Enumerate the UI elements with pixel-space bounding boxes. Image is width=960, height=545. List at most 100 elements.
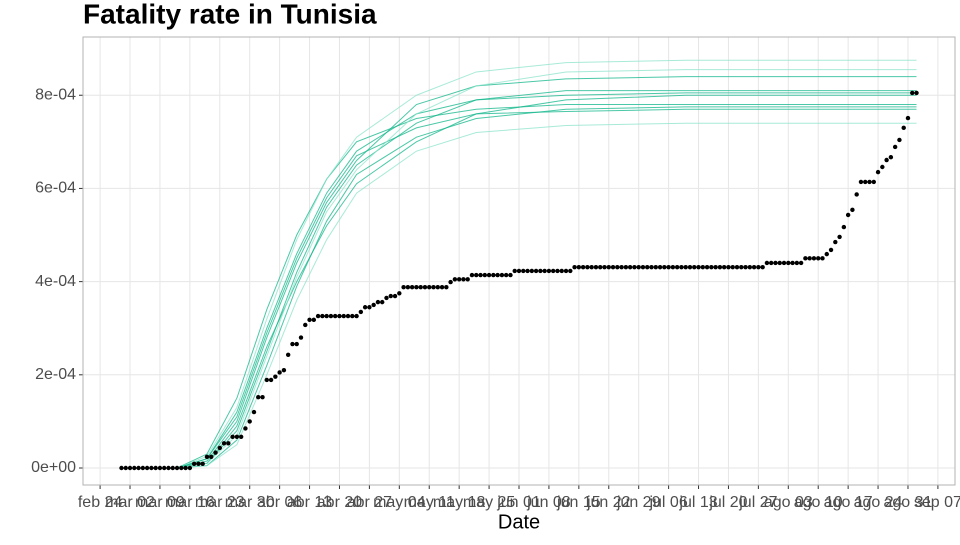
- simulation-line: [176, 69, 917, 469]
- data-point: [811, 256, 817, 261]
- data-point: [345, 313, 351, 319]
- data-point: [726, 264, 731, 270]
- simulation-line: [176, 59, 917, 469]
- x-tick-label: jul 13: [678, 494, 717, 511]
- simulation-line: [176, 76, 917, 469]
- data-point: [593, 264, 599, 270]
- data-point: [533, 268, 539, 274]
- data-point: [153, 465, 158, 471]
- data-point: [555, 268, 560, 274]
- data-point: [427, 285, 432, 290]
- data-point: [910, 90, 915, 96]
- x-tick-label: abr 06: [257, 494, 302, 511]
- data-point: [674, 264, 680, 270]
- y-tick-label: 2e-04: [35, 366, 76, 383]
- data-point: [914, 90, 919, 96]
- data-point: [529, 268, 535, 274]
- x-tick-label: jun 22: [586, 494, 631, 511]
- data-point: [790, 260, 795, 266]
- data-point: [713, 264, 718, 270]
- chart-title: Fatality rate in Tunisia: [83, 0, 377, 29]
- data-point: [183, 465, 188, 471]
- data-point: [243, 426, 248, 431]
- y-tick-label: 4e-04: [35, 273, 76, 290]
- data-point: [683, 264, 688, 270]
- data-point: [367, 305, 372, 310]
- data-point: [140, 465, 146, 471]
- data-point: [516, 268, 522, 274]
- x-tick-label: jun 08: [526, 494, 571, 511]
- data-point: [640, 264, 646, 270]
- data-point: [414, 285, 419, 290]
- x-tick-label: ago 17: [824, 494, 873, 511]
- data-point: [892, 144, 898, 150]
- data-point: [794, 260, 800, 266]
- data-point: [375, 299, 381, 305]
- data-point: [191, 461, 197, 466]
- data-point: [816, 256, 821, 261]
- simulation-line: [176, 108, 917, 469]
- x-tick-label: jun 15: [556, 494, 601, 511]
- data-point: [285, 352, 291, 357]
- data-point: [341, 313, 346, 319]
- data-point: [174, 465, 180, 471]
- data-point: [324, 313, 329, 319]
- data-point: [550, 268, 556, 274]
- data-point: [273, 374, 278, 379]
- data-point: [311, 317, 317, 323]
- data-point: [563, 268, 569, 274]
- data-point: [371, 302, 376, 308]
- x-tick-label: jun 01: [496, 494, 541, 511]
- data-point: [166, 465, 171, 471]
- data-point: [495, 272, 500, 278]
- data-point: [179, 465, 184, 471]
- data-point: [743, 264, 748, 270]
- data-point: [888, 155, 894, 160]
- data-point: [251, 409, 257, 415]
- data-point: [358, 309, 364, 315]
- data-point: [380, 299, 385, 305]
- simulation-line: [176, 104, 917, 469]
- data-point: [568, 268, 573, 274]
- data-point: [204, 454, 210, 460]
- data-point: [627, 264, 633, 270]
- x-tick-label: may 11: [404, 494, 455, 511]
- data-point: [388, 293, 393, 299]
- x-tick-label: jul 20: [708, 494, 747, 511]
- data-point: [144, 465, 150, 471]
- data-point: [905, 115, 911, 121]
- data-point: [247, 419, 252, 424]
- panel-border: [82, 36, 956, 486]
- data-point: [670, 264, 676, 270]
- data-point: [841, 224, 847, 230]
- x-tick-label: sep 07: [914, 494, 960, 511]
- data-point: [213, 450, 218, 455]
- data-point: [781, 260, 787, 266]
- data-point: [422, 285, 428, 290]
- data-point: [606, 264, 611, 270]
- data-point: [315, 313, 321, 319]
- data-point: [350, 313, 355, 319]
- data-point: [747, 264, 753, 270]
- data-point: [721, 264, 727, 270]
- data-point: [585, 264, 590, 270]
- data-point: [461, 277, 466, 282]
- data-point: [119, 465, 124, 471]
- data-point: [187, 465, 193, 471]
- data-point: [418, 285, 423, 290]
- data-point: [803, 256, 808, 261]
- data-point: [619, 264, 624, 270]
- x-tick-label: abr 27: [347, 494, 392, 511]
- data-point: [546, 268, 552, 274]
- data-point: [521, 268, 526, 274]
- data-point: [132, 465, 137, 471]
- data-point: [435, 285, 440, 290]
- data-point: [542, 268, 547, 274]
- data-point: [136, 465, 141, 471]
- data-point: [268, 377, 274, 383]
- data-point: [221, 441, 227, 446]
- data-point: [657, 264, 663, 270]
- data-point: [717, 264, 723, 270]
- data-point: [649, 264, 654, 270]
- data-point: [632, 264, 637, 270]
